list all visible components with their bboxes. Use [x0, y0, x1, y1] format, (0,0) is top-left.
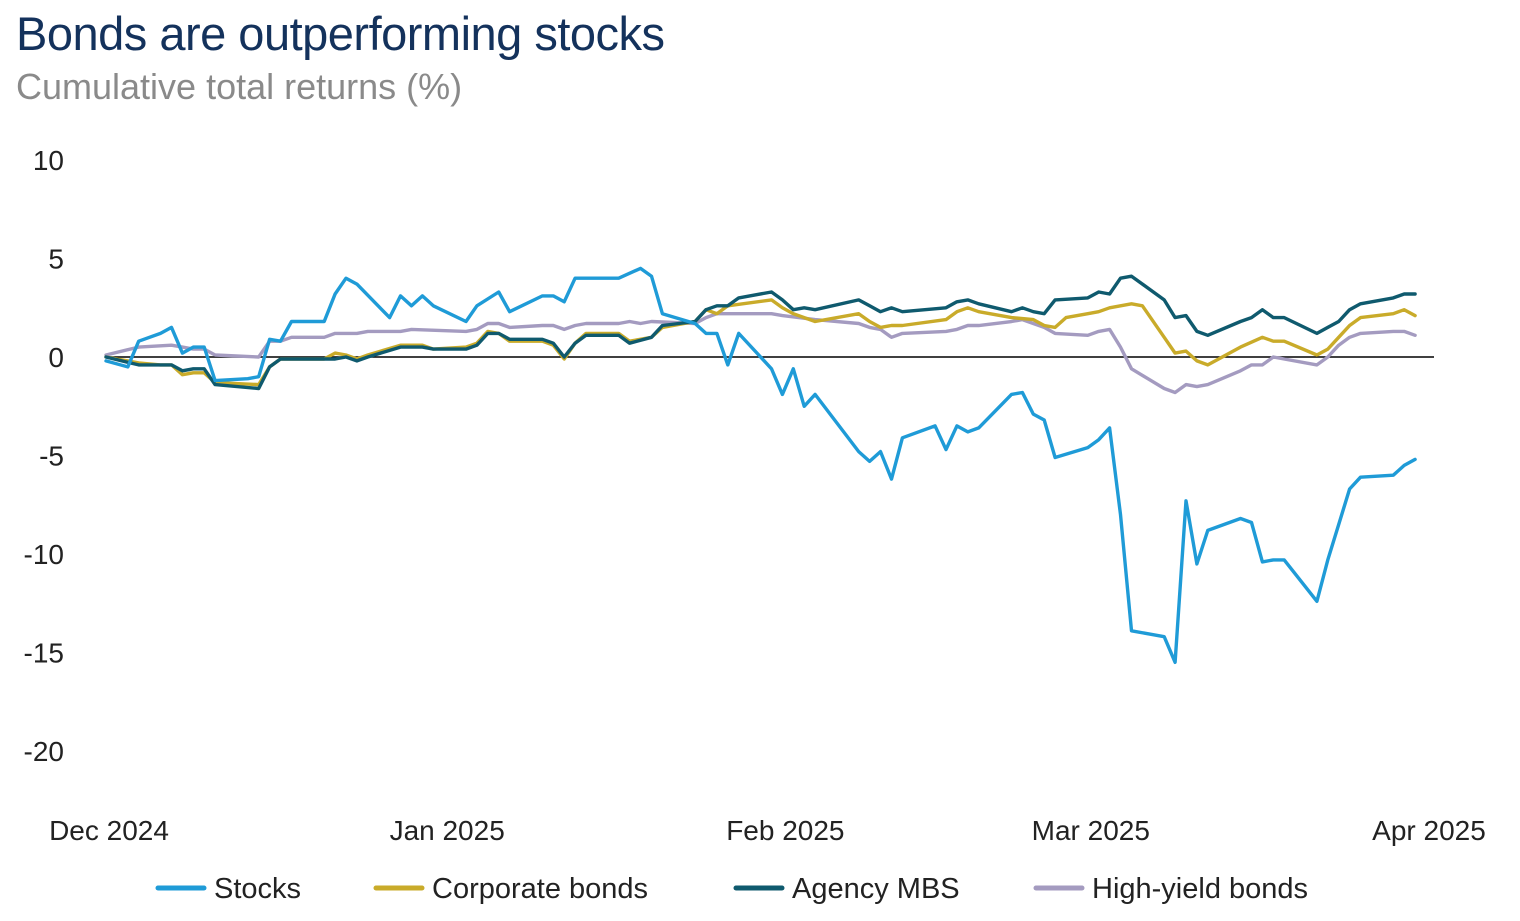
- series-group: [104, 266, 1417, 664]
- y-tick-label: 5: [48, 244, 64, 275]
- x-tick-label: Dec 2024: [49, 815, 169, 846]
- x-axis: Dec 2024 Jan 2025 Feb 2025 Mar 2025 Apr 2025: [49, 815, 1486, 846]
- y-tick-label: 10: [33, 145, 64, 176]
- legend-item: High-yield bonds: [1033, 873, 1308, 905]
- y-tick-label: -15: [24, 638, 64, 669]
- x-tick-label: Jan 2025: [390, 815, 505, 846]
- y-tick-label: 0: [48, 342, 64, 373]
- series-line-high-yield-bonds: [104, 312, 1417, 395]
- legend-label: Corporate bonds: [432, 873, 648, 905]
- series-line-agency-mbs: [104, 274, 1417, 391]
- y-tick-label: -10: [24, 539, 64, 570]
- legend-label: Stocks: [214, 873, 301, 905]
- y-tick-label: -5: [39, 441, 64, 472]
- x-tick-label: Apr 2025: [1372, 815, 1486, 846]
- x-tick-label: Mar 2025: [1032, 815, 1150, 846]
- legend: Stocks Corporate bonds Agency MBS High-yiel…: [155, 873, 1308, 905]
- chart-title: Bonds are outperforming stocks: [16, 7, 665, 60]
- series-line-corporate-bonds: [104, 298, 1417, 387]
- legend-item: Stocks: [155, 873, 301, 905]
- x-tick-label: Feb 2025: [726, 815, 844, 846]
- y-axis: 10 5 0 -5 -10 -15 -20: [24, 145, 64, 767]
- legend-label: High-yield bonds: [1092, 873, 1308, 905]
- legend-label: Agency MBS: [792, 873, 960, 905]
- legend-item: Agency MBS: [733, 873, 960, 905]
- chart-subtitle: Cumulative total returns (%): [16, 66, 463, 107]
- legend-item: Corporate bonds: [373, 873, 648, 905]
- series-line-stocks: [104, 266, 1417, 664]
- y-tick-label: -20: [24, 736, 64, 767]
